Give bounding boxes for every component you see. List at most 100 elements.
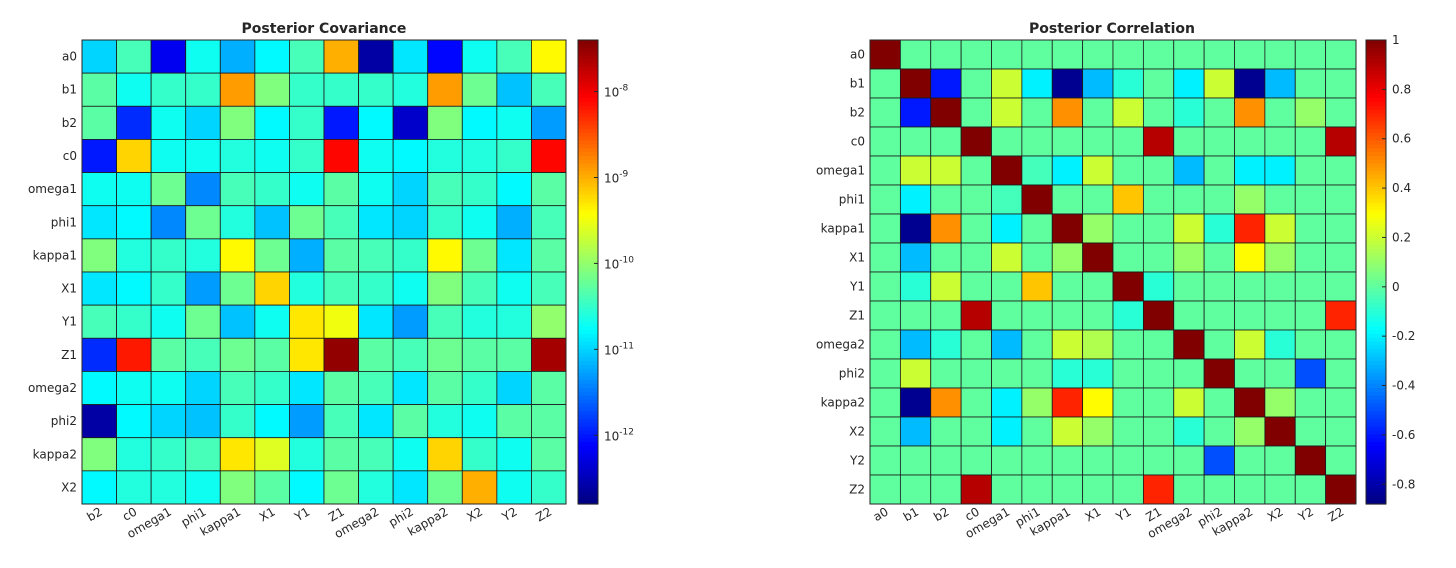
column-tick-label: kappa1 [198,504,243,538]
colorbar-segment [578,43,598,49]
heatmap-cell [1021,97,1053,128]
colorbar-segment [1366,43,1386,49]
heatmap-cell [289,238,325,273]
heatmap-cell [960,445,992,476]
colorbar-segment [1366,132,1386,138]
heatmap-cell [1264,445,1296,476]
colorbar-segment [1366,326,1386,331]
heatmap-cell [219,337,256,372]
heatmap-cell [496,72,532,107]
row-tick-label: b2 [850,106,865,120]
heatmap-cell [1051,184,1084,215]
correlation-colorbar: 1 0.8 0.6 0.4 0.2 0 -0.2 -0.4 -0.6 -0.8 [1365,33,1415,505]
heatmap-cell [254,371,290,405]
heatmap-cell [323,337,359,372]
heatmap-cell [960,387,992,418]
heatmap-cell [1325,358,1357,389]
heatmap-cell [1021,300,1053,331]
heatmap-cell [1173,300,1205,331]
colorbar-segment [578,117,598,122]
heatmap-cell [1264,242,1296,273]
heatmap-cell [116,337,152,372]
heatmap-cell [427,371,463,405]
colorbar-segment [578,113,598,118]
colorbar-segment [1366,140,1386,145]
row-tick-label: phi1 [51,215,77,229]
heatmap-cell [1325,271,1357,302]
colorbar-segment [578,368,598,374]
heatmap-cell [392,404,429,439]
heatmap-cell [427,205,463,240]
colorbar-segment [578,241,598,246]
colorbar-segment [578,248,598,254]
heatmap-cell [392,304,429,339]
row-tick-label: phi2 [839,367,865,381]
heatmap-cell [1051,416,1084,447]
heatmap-cell [991,126,1023,157]
heatmap-cell [991,271,1023,302]
heatmap-cell [392,437,429,472]
heatmap-cell [869,416,901,447]
heatmap-cell [991,329,1023,360]
heatmap-cell [1142,39,1175,70]
heatmap-cell [254,39,290,74]
colorbar-segment [1366,299,1386,304]
colorbar-segment [1366,101,1386,107]
heatmap-cell [1294,184,1327,215]
colorbar-segment [578,194,598,200]
heatmap-cell [427,105,463,140]
heatmap-cell [185,437,221,472]
heatmap-cell [991,474,1023,505]
colorbar-segment [578,279,598,285]
colorbar-segment [1366,302,1386,308]
heatmap-cell [427,304,463,339]
row-tick-label: kappa1 [33,248,77,262]
column-tick-label: c0 [962,504,981,523]
colorbar-segment [578,341,598,347]
heatmap-cell [960,474,992,505]
heatmap-cell [1173,416,1205,447]
heatmap-cell [254,105,290,140]
row-tick-label: c0 [851,135,865,149]
heatmap-cell [496,337,532,372]
heatmap-cell [531,404,567,439]
colorbar-segment [1366,144,1386,149]
colorbar-segment [1366,136,1386,142]
heatmap-cell [358,404,394,439]
heatmap-cell [289,139,325,173]
colorbar-segment [578,360,598,366]
colorbar-segment [1366,306,1386,312]
heatmap-cell [185,139,221,173]
heatmap-cell [869,155,901,186]
colorbar-segment [1366,272,1386,277]
colorbar-segment [578,125,598,130]
heatmap-cell [289,205,325,240]
heatmap-cell [960,358,992,389]
heatmap-cell [358,72,394,107]
heatmap-cell [427,172,463,207]
heatmap-cell [1112,155,1144,186]
colorbar-segment [578,74,598,80]
heatmap-cell [1203,416,1235,447]
colorbar-segment [1366,171,1386,176]
colorbar-segment [578,217,598,223]
colorbar-segment [1366,264,1386,269]
colorbar-segment [578,121,598,126]
heatmap-cell [185,371,221,405]
colorbar-segment [578,148,598,153]
heatmap-cell [254,238,290,273]
heatmap-cell [323,72,359,107]
heatmap-cell [1142,184,1175,215]
colorbar-segment [578,159,598,165]
heatmap-cell [1203,300,1235,331]
heatmap-cell [185,337,221,372]
heatmap-cell [1173,213,1205,244]
heatmap-cell [150,105,187,140]
colorbar-segment [578,426,598,432]
heatmap-cell [323,304,359,339]
colorbar-segment [1366,40,1386,45]
heatmap-cell [930,358,962,389]
heatmap-cell [1203,387,1235,418]
heatmap-cell [1294,213,1327,244]
heatmap-cell [1112,358,1144,389]
